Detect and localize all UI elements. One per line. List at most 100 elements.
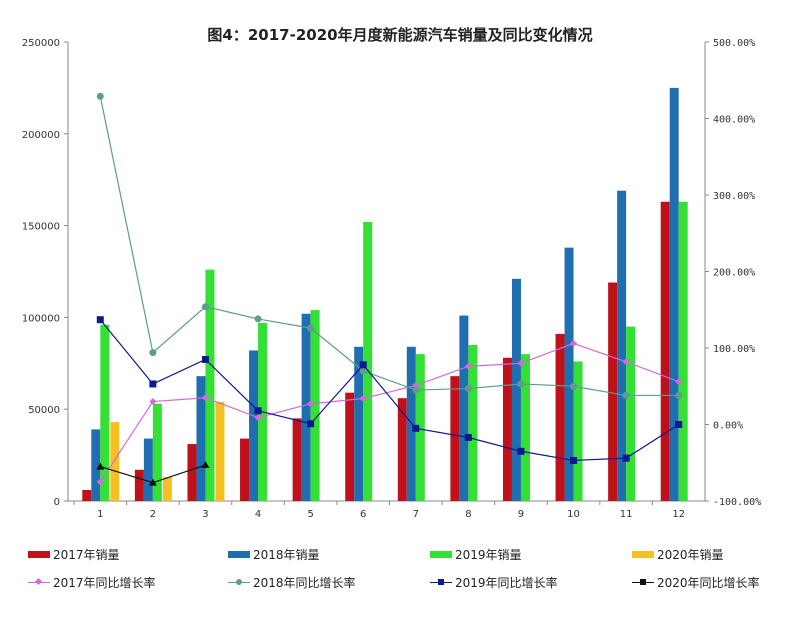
x-tick-label: 5 xyxy=(307,509,313,520)
legend-item: 2020年销量 xyxy=(632,546,724,563)
line-2017年同比增长率 xyxy=(99,342,679,483)
bar-2018年销量 xyxy=(301,313,311,501)
bar-2018年销量 xyxy=(617,190,627,501)
right-tick-label: 500.00% xyxy=(713,38,755,49)
bar-2017年销量 xyxy=(450,376,460,501)
legend-label: 2020年同比增长率 xyxy=(657,576,760,590)
bar-2018年销量 xyxy=(249,350,259,501)
legend-label: 2017年销量 xyxy=(53,548,120,562)
right-tick-label: 200.00% xyxy=(713,268,755,279)
bar-2018年销量 xyxy=(669,87,679,502)
marker-2018年同比增长率 xyxy=(96,92,104,100)
marker-2018年同比增长率 xyxy=(149,349,157,357)
marker-2018年同比增长率 xyxy=(412,386,420,394)
marker-2018年同比增长率 xyxy=(464,385,472,393)
legend-item: 2019年销量 xyxy=(430,546,522,563)
legend-item: 2017年同比增长率 xyxy=(28,574,156,591)
x-tick-label: 7 xyxy=(413,509,419,520)
legend-item: 2018年销量 xyxy=(228,546,320,563)
bar-2019年销量 xyxy=(152,403,162,501)
marker-2017年同比增长率 xyxy=(149,398,157,406)
bar-2018年销量 xyxy=(143,438,153,501)
marker-2020年同比增长率 xyxy=(201,461,210,469)
marker-2017年同比增长率 xyxy=(254,414,262,422)
x-tick-label: 6 xyxy=(360,509,366,520)
bar-2017年销量 xyxy=(82,489,92,501)
bar-2018年销量 xyxy=(459,315,469,501)
left-tick-label: 50000 xyxy=(28,405,60,416)
right-tick-label: 300.00% xyxy=(713,191,755,202)
marker-2019年同比增长率 xyxy=(96,316,104,324)
right-tick-label: 0.00% xyxy=(713,421,743,432)
marker-2018年同比增长率 xyxy=(517,380,525,388)
marker-2017年同比增长率 xyxy=(622,358,630,366)
legend-line xyxy=(632,579,654,585)
bar-2020年销量 xyxy=(162,477,172,501)
bar-2020年销量 xyxy=(215,401,225,501)
marker-2019年同比增长率 xyxy=(201,355,209,363)
marker-2018年同比增长率 xyxy=(307,324,315,332)
x-tick-label: 9 xyxy=(518,509,524,520)
bar-2017年销量 xyxy=(187,444,197,501)
bar-2019年销量 xyxy=(678,201,688,501)
legend-label: 2018年同比增长率 xyxy=(253,576,356,590)
marker-2018年同比增长率 xyxy=(570,382,578,390)
right-tick-label: -100.00% xyxy=(713,497,761,508)
bar-2017年销量 xyxy=(240,438,250,501)
bar-2019年销量 xyxy=(573,361,583,501)
bar-2018年销量 xyxy=(354,346,364,501)
legend-line xyxy=(228,579,250,585)
marker-2017年同比增长率 xyxy=(359,394,367,402)
bar-2019年销量 xyxy=(363,221,373,502)
marker-2019年同比增长率 xyxy=(570,456,578,464)
bar-2017年销量 xyxy=(608,282,618,501)
x-tick-label: 1 xyxy=(97,509,103,520)
right-tick-label: 100.00% xyxy=(713,344,755,355)
left-tick-label: 100000 xyxy=(22,313,60,324)
marker-2019年同比增长率 xyxy=(359,361,367,369)
bar-2019年销量 xyxy=(100,324,110,501)
chart-title: 图4：2017-2020年月度新能源汽车销量及同比变化情况 xyxy=(207,26,593,44)
bar-2019年销量 xyxy=(468,344,478,501)
line-2018年同比增长率 xyxy=(99,96,679,397)
bar-2019年销量 xyxy=(626,326,636,501)
marker-2018年同比增长率 xyxy=(622,391,630,399)
left-tick-label: 200000 xyxy=(22,130,60,141)
bar-2018年销量 xyxy=(564,247,574,501)
x-tick-label: 2 xyxy=(150,509,156,520)
marker-2017年同比增长率 xyxy=(675,378,683,386)
marker-2019年同比增长率 xyxy=(622,454,630,462)
bar-2018年销量 xyxy=(196,376,206,501)
legend-swatch xyxy=(228,551,250,558)
legend-item: 2018年同比增长率 xyxy=(228,574,356,591)
legend-label: 2017年同比增长率 xyxy=(53,576,156,590)
bar-2020年销量 xyxy=(110,422,120,501)
bar-2018年销量 xyxy=(511,278,521,501)
marker-2017年同比增长率 xyxy=(201,394,209,402)
bar-2019年销量 xyxy=(415,354,425,501)
marker-2017年同比增长率 xyxy=(96,478,104,486)
bar-2017年销量 xyxy=(397,398,407,501)
left-tick-label: 0 xyxy=(54,497,60,508)
x-tick-label: 4 xyxy=(255,509,261,520)
x-tick-label: 10 xyxy=(567,509,580,520)
marker-2017年同比增长率 xyxy=(570,339,578,347)
x-tick-label: 11 xyxy=(620,509,633,520)
marker-2018年同比增长率 xyxy=(675,391,683,399)
bar-2017年销量 xyxy=(555,333,565,501)
marker-2018年同比增长率 xyxy=(201,303,209,311)
marker-2018年同比增长率 xyxy=(254,315,262,323)
line-2019年同比增长率 xyxy=(99,319,680,462)
left-tick-label: 250000 xyxy=(22,38,60,49)
bar-2017年销量 xyxy=(660,201,670,501)
x-tick-label: 8 xyxy=(465,509,471,520)
marker-2019年同比增长率 xyxy=(675,421,683,428)
left-tick-label: 150000 xyxy=(22,222,60,233)
right-tick-label: 400.00% xyxy=(713,115,755,126)
bar-2019年销量 xyxy=(310,310,320,501)
bar-2019年销量 xyxy=(520,354,530,501)
bar-2017年销量 xyxy=(292,418,302,501)
legend-swatch xyxy=(430,551,452,558)
